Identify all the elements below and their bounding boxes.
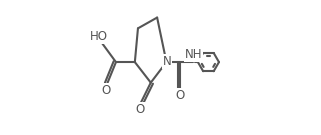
Text: O: O bbox=[176, 89, 185, 102]
Text: HO: HO bbox=[90, 30, 108, 43]
Text: O: O bbox=[135, 103, 144, 116]
Text: NH: NH bbox=[185, 48, 202, 61]
Text: N: N bbox=[162, 55, 171, 68]
Text: O: O bbox=[101, 84, 111, 97]
